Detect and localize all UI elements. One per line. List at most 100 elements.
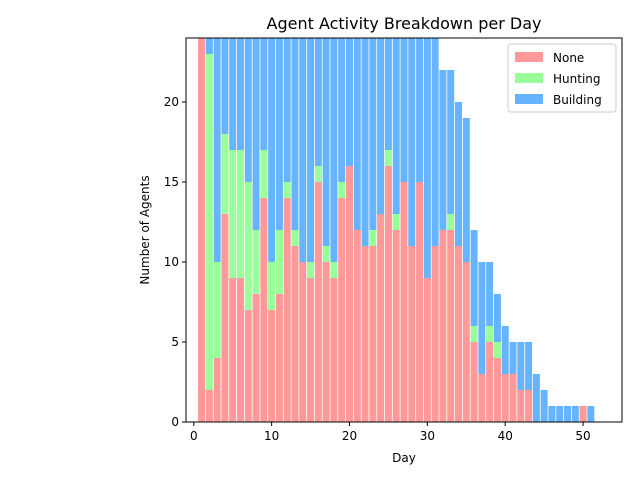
bar-building-day-14 <box>299 38 307 262</box>
bar-none-day-4 <box>221 214 229 422</box>
legend-swatch-building <box>515 94 543 104</box>
bar-building-day-48 <box>563 406 572 422</box>
bar-hunting-day-23 <box>369 230 377 246</box>
bar-building-day-38 <box>486 262 494 326</box>
bar-none-day-18 <box>330 278 338 422</box>
bar-building-day-37 <box>478 262 486 374</box>
bar-none-day-7 <box>244 310 252 422</box>
bar-none-day-3 <box>213 358 221 422</box>
bar-building-day-22 <box>361 38 369 246</box>
bar-none-day-30 <box>423 278 431 422</box>
bar-building-day-26 <box>392 38 400 214</box>
bar-hunting-day-33 <box>447 214 455 230</box>
y-tick-label: 10 <box>164 255 179 269</box>
bar-hunting-day-3 <box>213 262 221 358</box>
bar-hunting-day-17 <box>322 246 330 262</box>
bar-building-day-20 <box>345 38 354 166</box>
bar-building-day-19 <box>338 38 346 182</box>
bar-building-day-47 <box>556 406 564 422</box>
bar-none-day-20 <box>345 166 354 422</box>
bar-building-day-32 <box>439 70 447 230</box>
x-tick-label: 0 <box>190 429 198 443</box>
bar-building-day-4 <box>221 38 229 134</box>
x-tick-label: 50 <box>575 429 590 443</box>
bar-building-day-24 <box>377 38 385 214</box>
bar-none-day-33 <box>447 230 455 422</box>
bar-none-day-41 <box>509 374 517 422</box>
bar-building-day-16 <box>314 38 322 166</box>
bar-building-day-28 <box>408 38 416 246</box>
bar-building-day-30 <box>423 38 431 278</box>
bar-none-day-38 <box>486 342 494 422</box>
bar-none-day-8 <box>252 294 260 422</box>
bar-hunting-day-7 <box>244 182 252 310</box>
bar-building-day-7 <box>244 38 252 182</box>
bar-building-day-46 <box>548 406 556 422</box>
x-tick-label: 40 <box>498 429 513 443</box>
bar-hunting-day-8 <box>252 230 260 294</box>
y-tick-label: 15 <box>164 175 179 189</box>
bar-none-day-23 <box>369 246 377 422</box>
bar-hunting-day-15 <box>307 262 315 278</box>
bar-hunting-day-4 <box>221 134 229 214</box>
bar-none-day-2 <box>205 390 213 422</box>
bar-hunting-day-19 <box>338 182 346 198</box>
bar-none-day-40 <box>501 374 509 422</box>
bar-building-day-8 <box>252 38 260 230</box>
legend: None Hunting Building <box>507 43 617 113</box>
chart-title: Agent Activity Breakdown per Day <box>267 14 542 33</box>
bar-building-day-17 <box>322 38 330 246</box>
bars-layer <box>198 38 595 422</box>
legend-label-hunting: Hunting <box>553 72 601 86</box>
y-tick-label: 0 <box>171 415 179 429</box>
bar-none-day-10 <box>268 310 276 422</box>
bar-none-day-13 <box>291 246 299 422</box>
bar-none-day-29 <box>416 182 424 422</box>
bar-building-day-18 <box>330 38 338 262</box>
bar-none-day-11 <box>275 294 283 422</box>
axes-layer: 0 10 20 30 40 50 0 5 10 15 20 <box>164 37 623 443</box>
bar-building-day-25 <box>384 38 392 150</box>
bar-none-day-24 <box>377 214 385 422</box>
bar-hunting-day-13 <box>291 230 299 246</box>
bar-building-day-12 <box>283 38 291 182</box>
bar-building-day-44 <box>532 374 540 422</box>
bar-building-day-45 <box>540 390 548 422</box>
bar-hunting-day-26 <box>392 214 400 230</box>
bar-none-day-34 <box>454 246 463 422</box>
bar-hunting-day-25 <box>384 150 392 166</box>
bar-building-day-41 <box>509 342 517 374</box>
bar-building-day-29 <box>416 38 424 182</box>
bar-none-day-22 <box>361 246 369 422</box>
bar-none-day-42 <box>517 390 525 422</box>
bar-building-day-42 <box>517 342 525 390</box>
x-tick-label: 30 <box>420 429 435 443</box>
bar-none-day-28 <box>408 246 416 422</box>
bar-building-day-11 <box>275 38 283 230</box>
bar-building-day-40 <box>501 326 509 374</box>
bar-none-day-14 <box>299 262 307 422</box>
bar-hunting-day-39 <box>493 342 501 358</box>
bar-building-day-3 <box>213 38 221 262</box>
bar-building-day-35 <box>462 118 470 262</box>
bar-none-day-35 <box>462 262 470 422</box>
bar-none-day-43 <box>525 390 533 422</box>
bar-none-day-12 <box>283 198 291 422</box>
bar-hunting-day-18 <box>330 262 338 278</box>
bar-building-day-39 <box>493 294 501 342</box>
bar-none-day-16 <box>314 182 322 422</box>
bar-building-day-9 <box>260 38 268 150</box>
bar-building-day-33 <box>447 70 455 214</box>
bar-none-day-32 <box>439 230 447 422</box>
legend-swatch-none <box>515 52 543 62</box>
legend-swatch-hunting <box>515 73 543 83</box>
bar-building-day-5 <box>229 38 237 150</box>
bar-none-day-9 <box>260 198 268 422</box>
y-axis-label: Number of Agents <box>138 175 152 284</box>
bar-none-day-26 <box>392 230 400 422</box>
bar-none-day-21 <box>353 230 361 422</box>
bar-none-day-19 <box>338 198 346 422</box>
bar-hunting-day-36 <box>470 326 478 342</box>
bar-none-day-27 <box>400 182 408 422</box>
